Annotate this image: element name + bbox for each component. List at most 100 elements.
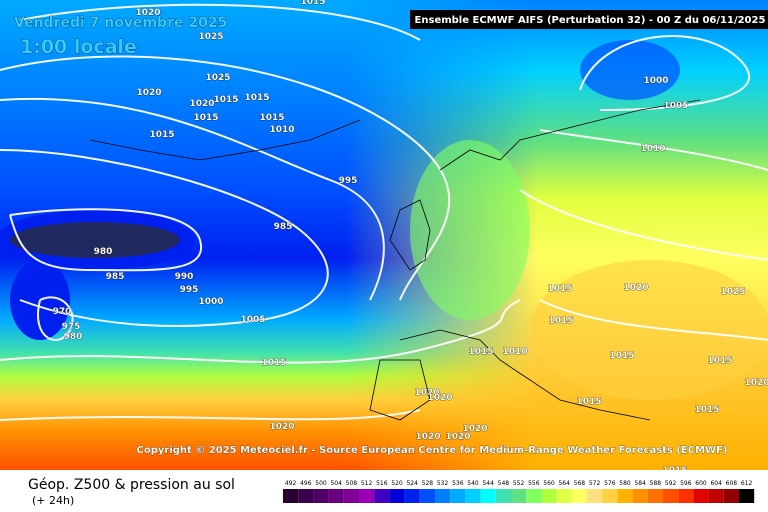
color-scale: 492 496 500 504 508 512 516 520 524 528 532 536 540 5… [283,480,755,503]
scale-swatch [739,489,755,503]
isobar-label: 1020 [445,432,470,442]
scale-label: 540 [467,480,479,487]
isobar-label: 1005 [240,315,265,325]
isobar-label: 1020 [623,283,648,293]
scale-label: 564 [558,480,570,487]
isobar-label: 1000 [643,76,668,86]
scale-swatch [526,489,542,503]
scale-label: 512 [361,480,373,487]
scale-label: 532 [437,480,449,487]
isobar-label: 975 [62,322,81,332]
isobar-label: 1025 [198,32,223,42]
scale-label: 520 [391,480,403,487]
scale-swatch [647,489,663,503]
isobar-label: 1015 [548,316,573,326]
header-box [410,10,768,29]
scale-swatch [283,489,299,503]
scale-label: 552 [513,480,525,487]
scale-label: 508 [346,480,358,487]
scale-swatch [313,489,329,503]
isobar-label: 1025 [720,287,745,297]
scale-label: 600 [695,480,707,487]
scale-swatch [389,489,405,503]
isobar-label: 1020 [462,424,487,434]
scale-swatch [374,489,390,503]
scale-label: 572 [589,480,601,487]
isobar-label: 995 [180,285,199,295]
isobar-label: 1015 [547,284,572,294]
scale-swatch [602,489,618,503]
isobar-label: 1015 [468,347,493,357]
scale-swatch [663,489,679,503]
isobar-label: 1020 [135,8,160,18]
scale-swatch [541,489,557,503]
scale-label: 604 [710,480,722,487]
isobar-label: 1020 [415,432,440,442]
isobar-label: 990 [175,272,194,282]
scale-swatch [617,489,633,503]
scale-swatch [571,489,587,503]
scale-swatch [450,489,466,503]
scale-label: 556 [528,480,540,487]
footer-title: Géop. Z500 & pression au sol [28,477,235,493]
scale-swatch [465,489,481,503]
scale-label: 544 [482,480,494,487]
scale-swatch [678,489,694,503]
isobar-label: 985 [106,272,125,282]
scale-label: 500 [315,480,327,487]
scale-label: 560 [543,480,555,487]
scale-label: 536 [452,480,464,487]
scale-label: 576 [604,480,616,487]
scale-swatch [343,489,359,503]
scale-swatch [723,489,739,503]
time: 1:00 locale [20,36,137,58]
scale-label: 580 [619,480,631,487]
scale-label: 516 [376,480,388,487]
isobar-label: 1020 [136,88,161,98]
scale-label: 504 [330,480,342,487]
coastlines [89,99,701,421]
isobar-label: 1015 [259,113,284,123]
isobar-label: 1015 [193,113,218,123]
scale-swatch [328,489,344,503]
scale-label: 592 [665,480,677,487]
isobar-label: 1025 [205,73,230,83]
scale-label: 492 [285,480,297,487]
header-title: Ensemble ECMWF AIFS (Perturbation 32) - … [415,15,766,26]
isobar-label: 1015 [300,0,325,7]
scale-label: 568 [574,480,586,487]
scale-swatch [419,489,435,503]
copyright: Copyright © 2025 Meteociel.fr - Source E… [137,445,728,456]
scale-swatch [435,489,451,503]
scale-swatch [693,489,709,503]
isobar-label: 1000 [198,297,223,307]
scale-swatch [298,489,314,503]
isobar-label: 1020 [427,393,452,403]
scale-label: 584 [634,480,646,487]
scale-swatch [708,489,724,503]
scale-swatch [587,489,603,503]
scale-swatch [511,489,527,503]
scale-label: 548 [498,480,510,487]
isobar-label: 1015 [576,397,601,407]
scale-label: 528 [422,480,434,487]
scale-swatch [359,489,375,503]
isobar-label: 1015 [707,356,732,366]
map-field [0,0,768,470]
isobar-label: 1020 [744,378,768,388]
isobar-label: 1010 [502,347,527,357]
scale-label: 612 [741,480,753,487]
scale-label: 588 [650,480,662,487]
scale-label: 496 [300,480,312,487]
isobar-label: 985 [274,222,293,232]
scale-label: 524 [406,480,418,487]
scale-swatch [404,489,420,503]
isobar-label: 1020 [414,388,439,398]
isobar-label: 1015 [213,95,238,105]
isobar-label: 1010 [640,144,665,154]
isobar-label: 970 [53,307,72,317]
scale-swatch [632,489,648,503]
